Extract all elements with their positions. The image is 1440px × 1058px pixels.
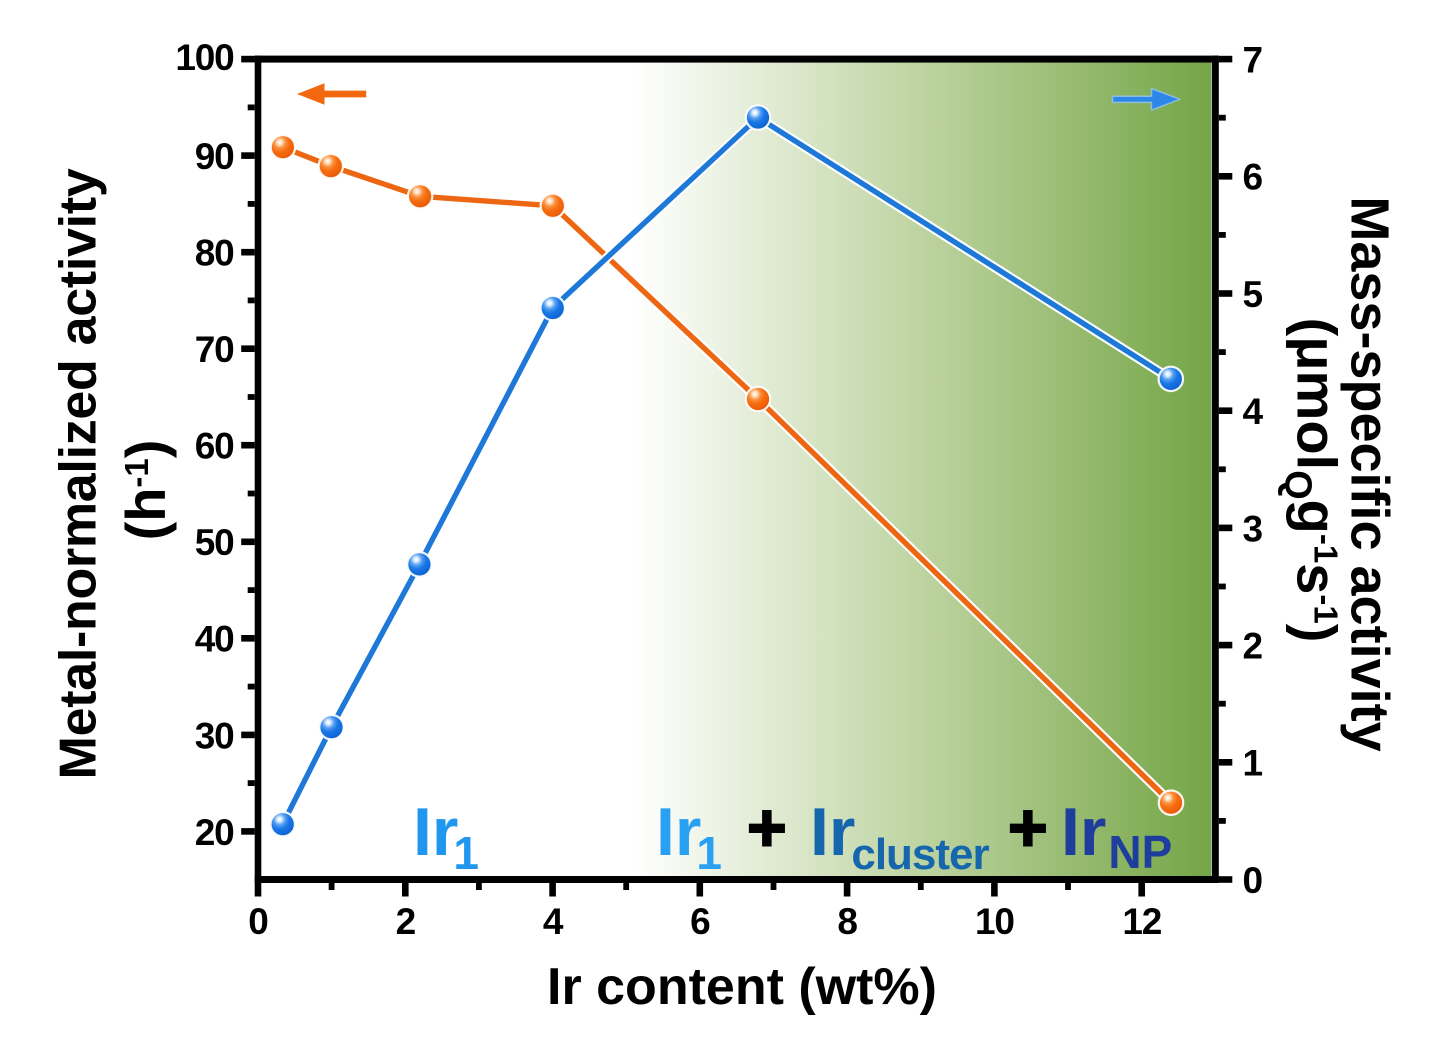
svg-text:6: 6	[690, 901, 710, 942]
svg-text:4: 4	[1243, 391, 1264, 432]
svg-text:80: 80	[195, 233, 234, 274]
svg-text:70: 70	[195, 329, 234, 370]
svg-text:2: 2	[396, 901, 416, 942]
svg-text:10: 10	[975, 901, 1014, 942]
svg-text:60: 60	[195, 426, 234, 467]
svg-text:(h-1): (h-1)	[114, 440, 177, 541]
svg-text:2: 2	[1243, 626, 1263, 667]
svg-text:Ir content (wt%): Ir content (wt%)	[547, 958, 937, 1016]
svg-text:90: 90	[195, 136, 234, 177]
svg-text:3: 3	[1243, 508, 1263, 549]
svg-text:7: 7	[1243, 40, 1262, 81]
svg-text:6: 6	[1243, 157, 1263, 198]
svg-text:4: 4	[543, 901, 564, 942]
svg-text:0: 0	[248, 901, 268, 942]
svg-text:+: +	[747, 790, 787, 866]
svg-text:100: 100	[175, 37, 234, 78]
svg-text:Mass-specific activity: Mass-specific activity	[1340, 196, 1400, 751]
svg-text:Metal-normalized activity: Metal-normalized activity	[50, 168, 108, 779]
svg-text:Ir1: Ir1	[413, 794, 479, 879]
svg-text:1: 1	[1243, 743, 1263, 784]
svg-text:40: 40	[195, 619, 234, 660]
svg-text:8: 8	[837, 901, 857, 942]
svg-text:30: 30	[195, 715, 234, 756]
svg-text:+: +	[1008, 790, 1048, 866]
svg-text:50: 50	[195, 522, 234, 563]
svg-text:12: 12	[1122, 901, 1161, 942]
svg-text:20: 20	[195, 812, 234, 853]
svg-text:5: 5	[1243, 274, 1263, 315]
svg-text:0: 0	[1243, 860, 1263, 901]
